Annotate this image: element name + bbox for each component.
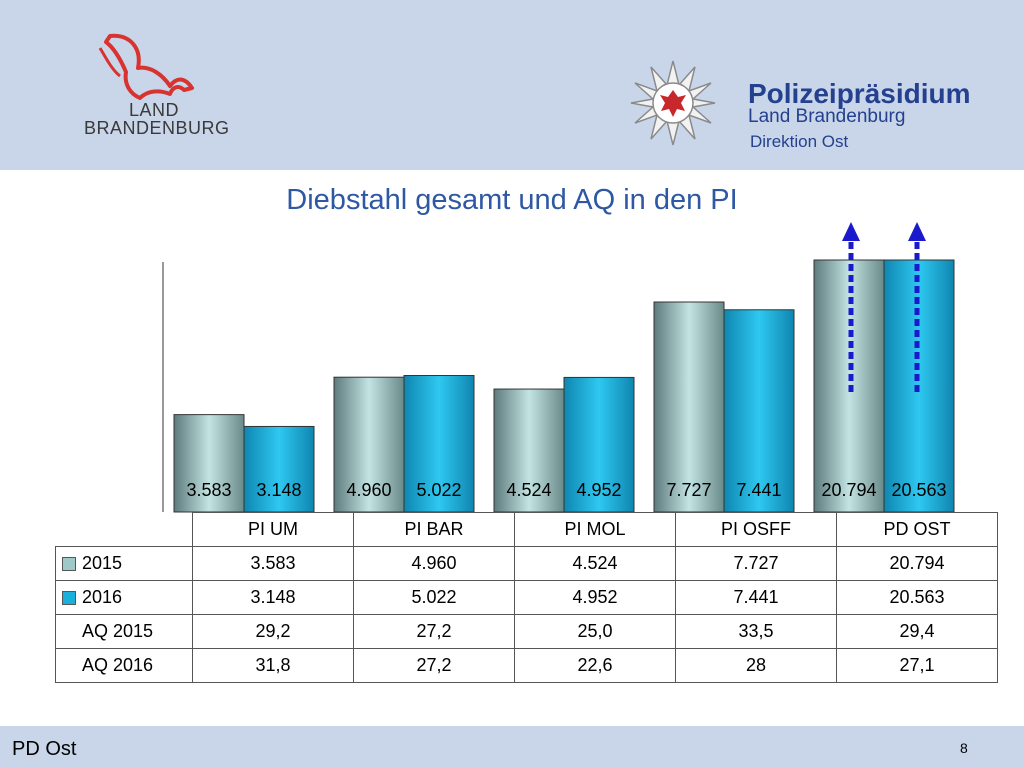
row-label-3: AQ 2016 bbox=[55, 648, 193, 683]
table-row: AQ 2016 31,8 27,2 22,6 28 27,1 bbox=[55, 648, 998, 683]
row-label-1: 2016 bbox=[55, 580, 193, 615]
data-label-2016-2: 4.952 bbox=[576, 480, 621, 500]
slide-footer bbox=[0, 726, 1024, 768]
legend-label-0: 2015 bbox=[82, 553, 123, 573]
table-cell-2-2: 25,0 bbox=[514, 614, 676, 649]
category-label-3: PI OSFF bbox=[675, 512, 837, 547]
bar-2015-2 bbox=[493, 388, 565, 513]
table-row: AQ 2015 29,2 27,2 25,0 33,5 29,4 bbox=[55, 614, 998, 649]
table-row: 2016 3.148 5.022 4.952 7.441 20.563 bbox=[55, 580, 998, 615]
table-cell-2-1: 27,2 bbox=[353, 614, 515, 649]
category-label-2: PI MOL bbox=[514, 512, 676, 547]
table-header-row: PI UM PI BAR PI MOL PI OSFF PD OST bbox=[56, 512, 998, 547]
category-label-1: PI BAR bbox=[353, 512, 515, 547]
table-cell-1-3: 7.441 bbox=[675, 580, 837, 615]
table-cell-3-3: 28 bbox=[675, 648, 837, 683]
legend-label-3: AQ 2016 bbox=[82, 655, 154, 675]
data-label-2015-1: 4.960 bbox=[346, 480, 391, 500]
category-label-0: PI UM bbox=[192, 512, 354, 547]
chart-data-table: PI UM PI BAR PI MOL PI OSFF PD OST 2015 3.583 4… bbox=[55, 512, 998, 683]
table-cell-0-0: 3.583 bbox=[192, 546, 354, 581]
table-cell-1-0: 3.148 bbox=[192, 580, 354, 615]
legend-key-2016 bbox=[62, 591, 76, 606]
data-label-2016-3: 7.441 bbox=[736, 480, 781, 500]
table-cell-0-4: 20.794 bbox=[836, 546, 998, 581]
bar-2016-2 bbox=[563, 376, 635, 513]
legend-label-1: 2016 bbox=[82, 587, 123, 607]
footer-text: PD Ost bbox=[12, 738, 77, 760]
table-cell-3-4: 27,1 bbox=[836, 648, 998, 683]
category-label-4: PD OST bbox=[836, 512, 998, 547]
table-cell-0-1: 4.960 bbox=[353, 546, 515, 581]
table-cell-2-3: 33,5 bbox=[675, 614, 837, 649]
police-star-badge-icon bbox=[630, 60, 716, 146]
row-label-0: 2015 bbox=[55, 546, 193, 581]
table-cell-2-4: 29,4 bbox=[836, 614, 998, 649]
table-cell-2-0: 29,2 bbox=[192, 614, 354, 649]
table-row: 2015 3.583 4.960 4.524 7.727 20.794 bbox=[55, 546, 998, 581]
data-label-2015-0: 3.583 bbox=[186, 480, 231, 500]
bar-2016-1 bbox=[403, 375, 475, 513]
police-title: Polizeipräsidium bbox=[748, 78, 971, 109]
table-cell-3-0: 31,8 bbox=[192, 648, 354, 683]
table-cell-1-2: 4.952 bbox=[514, 580, 676, 615]
data-label-2016-0: 3.148 bbox=[256, 480, 301, 500]
police-unit: Direktion Ost bbox=[750, 132, 849, 151]
table-cell-1-1: 5.022 bbox=[353, 580, 515, 615]
land-logo-line2: BRANDENBURG bbox=[84, 118, 230, 138]
table-cell-3-1: 27,2 bbox=[353, 648, 515, 683]
data-label-2015-3: 7.727 bbox=[666, 480, 711, 500]
table-cell-0-3: 7.727 bbox=[675, 546, 837, 581]
data-label-2015-2: 4.524 bbox=[506, 480, 551, 500]
truncation-arrow-head-2016 bbox=[908, 222, 926, 241]
bar-2015-0 bbox=[173, 414, 245, 513]
land-logo-line1: LAND bbox=[128, 100, 179, 120]
table-cell-1-4: 20.563 bbox=[836, 580, 998, 615]
slide-title: Diebstahl gesamt und AQ in den PI bbox=[286, 184, 738, 216]
row-label-2: AQ 2015 bbox=[55, 614, 193, 649]
bar-2015-3 bbox=[653, 301, 725, 513]
data-label-2016-4: 20.563 bbox=[891, 480, 946, 500]
bar-2016-3 bbox=[723, 309, 795, 513]
legend-label-2: AQ 2015 bbox=[82, 621, 154, 641]
data-label-2015-4: 20.794 bbox=[821, 480, 876, 500]
land-brandenburg-eagle-logo bbox=[98, 33, 194, 100]
police-subtitle: Land Brandenburg bbox=[748, 106, 906, 127]
table-corner bbox=[56, 513, 193, 547]
truncation-arrow-head-2015 bbox=[842, 222, 860, 241]
legend-key-2015 bbox=[62, 557, 76, 572]
table-cell-0-2: 4.524 bbox=[514, 546, 676, 581]
bar-2015-1 bbox=[333, 376, 405, 513]
page-number: 8 bbox=[960, 740, 968, 756]
bar-2016-0 bbox=[243, 425, 315, 513]
table-cell-3-2: 22,6 bbox=[514, 648, 676, 683]
data-label-2016-1: 5.022 bbox=[416, 480, 461, 500]
